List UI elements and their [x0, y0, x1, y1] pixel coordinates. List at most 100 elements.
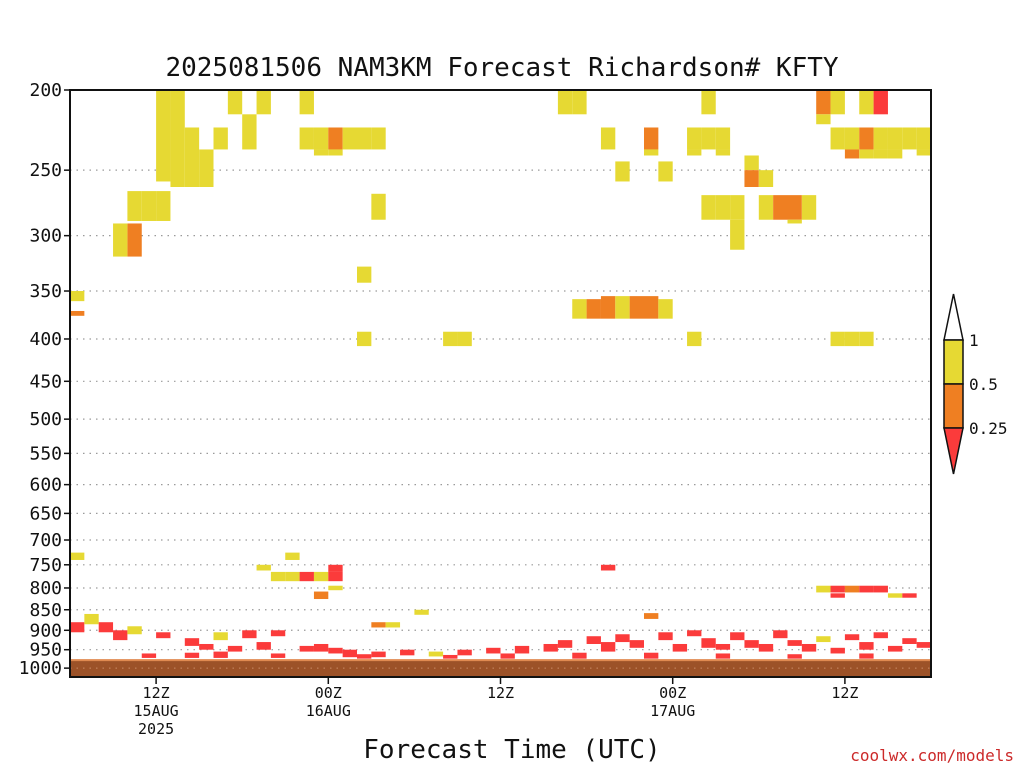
heatmap-cell	[428, 651, 444, 657]
heatmap-cell	[629, 296, 644, 319]
heatmap-cell	[199, 643, 214, 650]
heatmap-cell	[859, 90, 874, 115]
heatmap-cell	[357, 127, 372, 150]
heatmap-cell	[299, 127, 314, 150]
heatmap-cell	[156, 632, 171, 639]
heatmap-cell	[672, 643, 688, 652]
heatmap-cell	[443, 331, 458, 347]
heatmap-cell	[844, 634, 860, 641]
heatmap-cell	[773, 630, 788, 639]
heatmap-cell	[887, 127, 903, 150]
heatmap-cell	[687, 127, 702, 150]
heatmap-cell	[557, 640, 573, 648]
heatmap-cell	[801, 195, 817, 220]
x-tick-label: 00Z	[659, 684, 686, 702]
heatmap-cell	[213, 127, 228, 150]
heatmap-cell	[830, 127, 845, 150]
heatmap-cell	[600, 564, 616, 571]
y-axis: 200 250 300 350 400 450 500 550 600 650 700 7508008…	[19, 80, 70, 679]
heatmap-cell	[701, 195, 716, 220]
heatmap-cell	[371, 622, 386, 628]
heatmap-cell	[457, 331, 472, 347]
heatmap-cell	[873, 90, 888, 115]
heatmap-cell	[887, 645, 903, 652]
heatmap-cell	[70, 552, 85, 560]
heatmap-cell	[600, 642, 616, 652]
heatmap-cell	[787, 640, 802, 646]
heatmap-cell	[715, 127, 731, 150]
colorbar-label: 0.25	[969, 419, 1008, 438]
y-tick-label: 750	[29, 555, 62, 576]
heatmap-cell	[328, 149, 343, 156]
heatmap-cell	[830, 90, 845, 115]
y-tick-label: 400	[29, 329, 62, 350]
heatmap-cell	[902, 593, 917, 598]
heatmap-cell	[600, 296, 616, 319]
y-tick-label: 700	[29, 530, 62, 551]
heatmap-cell	[844, 127, 860, 150]
heatmap-cell	[844, 585, 860, 593]
y-tick-label: 900	[29, 620, 62, 641]
heatmap-cell	[313, 149, 329, 156]
y-tick-label: 600	[29, 475, 62, 496]
x-tick-label: 12Z	[487, 684, 514, 702]
heatmap-cell	[500, 653, 515, 659]
y-tick-label: 200	[29, 80, 62, 101]
heatmap-cell	[744, 170, 759, 187]
heatmap-cell	[256, 564, 271, 571]
heatmap-cell	[514, 645, 530, 654]
heatmap-cell	[586, 299, 601, 319]
heatmap-cell	[816, 585, 831, 593]
heatmap-cell	[873, 149, 888, 159]
heatmap-cell	[328, 564, 343, 572]
colorbar-label: 1	[969, 331, 979, 350]
heatmap-cell	[701, 638, 716, 648]
heatmap-cell	[758, 170, 774, 187]
heatmap-cell	[213, 651, 228, 658]
heatmap-cell	[687, 149, 702, 156]
heatmap-cell	[801, 643, 817, 652]
heatmap-cell	[859, 331, 874, 347]
heatmap-cell	[859, 653, 874, 659]
heatmap-cell	[457, 649, 472, 656]
heatmap-cell	[414, 609, 429, 615]
heatmap-cell	[572, 90, 587, 115]
heatmap-cell	[600, 127, 616, 150]
heatmap-cell	[744, 640, 759, 648]
heatmap-cell	[586, 636, 601, 644]
heatmap-cell	[127, 626, 142, 635]
heatmap-cell	[486, 647, 501, 654]
heatmap-cell	[127, 191, 142, 221]
heatmap-cell	[787, 195, 802, 220]
heatmap-cell	[299, 645, 314, 652]
heatmap-cell	[730, 632, 745, 641]
heatmap-cell	[357, 654, 372, 659]
y-tick-label: 650	[29, 503, 62, 524]
y-tick-label: 500	[29, 409, 62, 430]
heatmap-cell	[830, 585, 845, 593]
heatmap-cell	[256, 642, 271, 650]
heatmap-cell	[873, 632, 888, 639]
y-tick-label: 250	[29, 160, 62, 181]
heatmap-cell	[873, 127, 888, 150]
heatmap-cell	[644, 149, 659, 156]
heatmap-cell	[744, 155, 759, 171]
x-tick-label: 2025	[138, 720, 174, 738]
heatmap-cell	[615, 634, 630, 643]
heatmap-cell	[328, 127, 343, 150]
heatmap-cell	[543, 643, 558, 652]
heatmap-cell	[227, 90, 243, 115]
ground-layer	[70, 659, 931, 677]
heatmap-cell	[342, 127, 357, 150]
heatmap-cell	[572, 299, 587, 319]
heatmap-cell	[916, 642, 931, 648]
heatmap-cell	[902, 638, 917, 644]
heatmap-cell	[285, 552, 300, 560]
heatmap-cell	[687, 630, 702, 637]
heatmap-cell	[184, 127, 200, 187]
heatmap-cell	[644, 127, 659, 150]
heatmap-cell	[916, 149, 931, 156]
heatmap-cell	[385, 622, 401, 628]
y-tick-label: 950	[29, 640, 62, 661]
colorbar: 1 0.5 0.25	[943, 293, 1008, 475]
